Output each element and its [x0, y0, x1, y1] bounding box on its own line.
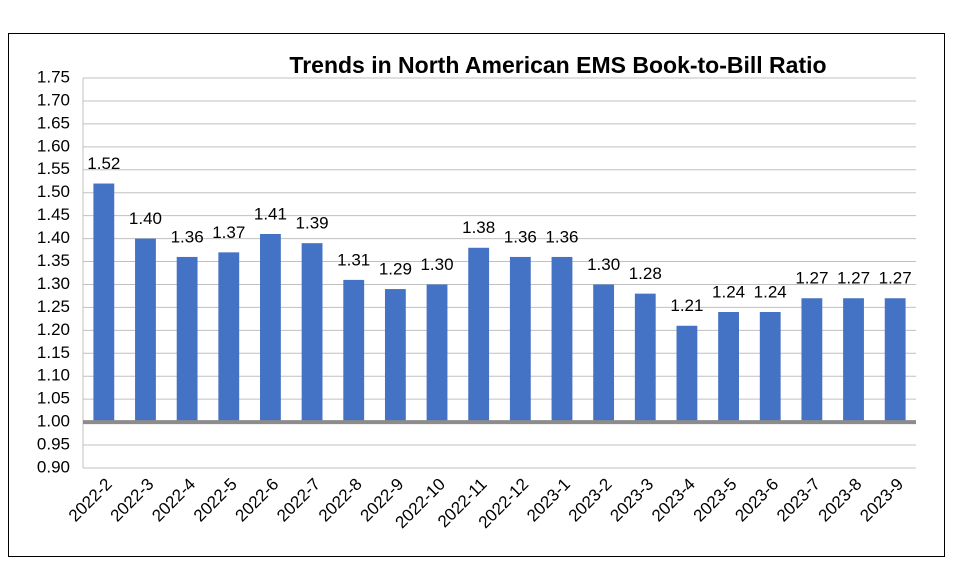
y-tick-label: 1.20	[37, 320, 70, 339]
value-label: 1.39	[296, 214, 329, 233]
value-label: 1.29	[379, 260, 412, 279]
y-tick-label: 1.70	[37, 90, 70, 109]
value-label: 1.36	[171, 227, 204, 246]
y-tick-label: 1.60	[37, 136, 70, 155]
bar	[884, 298, 906, 423]
y-tick-label: 1.45	[37, 205, 70, 224]
bar	[135, 238, 156, 423]
bar	[260, 234, 281, 423]
bar	[634, 293, 656, 423]
bar	[176, 256, 198, 423]
value-label: 1.27	[795, 269, 828, 288]
bar	[759, 312, 781, 423]
value-label: 1.36	[504, 227, 537, 246]
bar	[426, 284, 448, 423]
value-label: 1.30	[587, 255, 620, 274]
chart-title: Trends in North American EMS Book-to-Bil…	[289, 52, 826, 78]
bar	[718, 312, 739, 423]
value-label: 1.36	[545, 227, 578, 246]
bar	[843, 298, 864, 423]
value-label: 1.38	[462, 218, 495, 237]
y-tick-label: 1.25	[37, 297, 70, 316]
bar	[301, 243, 323, 423]
y-tick-label: 1.55	[37, 159, 70, 178]
value-label: 1.24	[712, 282, 745, 301]
bar	[551, 256, 573, 423]
value-label: 1.40	[129, 209, 162, 228]
value-label: 1.41	[254, 204, 287, 223]
y-tick-label: 1.35	[37, 251, 70, 270]
bar	[509, 256, 531, 423]
value-label: 1.24	[754, 282, 787, 301]
value-label: 1.28	[629, 264, 662, 283]
y-tick-label: 1.75	[37, 67, 70, 86]
bar	[593, 284, 615, 423]
y-tick-label: 1.00	[37, 412, 70, 431]
value-label: 1.27	[879, 269, 912, 288]
value-label: 1.30	[420, 255, 453, 274]
y-tick-label: 0.90	[37, 457, 70, 476]
value-label: 1.21	[670, 296, 703, 315]
bar	[468, 247, 490, 423]
bar	[343, 279, 365, 423]
y-tick-label: 1.40	[37, 228, 70, 247]
value-label: 1.37	[212, 223, 245, 242]
bar	[801, 298, 823, 423]
y-tick-label: 1.30	[37, 274, 70, 293]
y-tick-label: 0.95	[37, 435, 70, 454]
bar	[676, 325, 698, 423]
value-label: 1.52	[87, 154, 120, 173]
y-tick-label: 1.10	[37, 366, 70, 385]
bar	[384, 289, 406, 423]
y-tick-label: 1.15	[37, 343, 70, 362]
bar	[93, 183, 115, 423]
value-label: 1.27	[837, 269, 870, 288]
y-tick-label: 1.65	[37, 113, 70, 132]
y-tick-label: 1.05	[37, 389, 70, 408]
bar	[218, 252, 240, 423]
y-tick-label: 1.50	[37, 182, 70, 201]
value-label: 1.31	[337, 250, 370, 269]
